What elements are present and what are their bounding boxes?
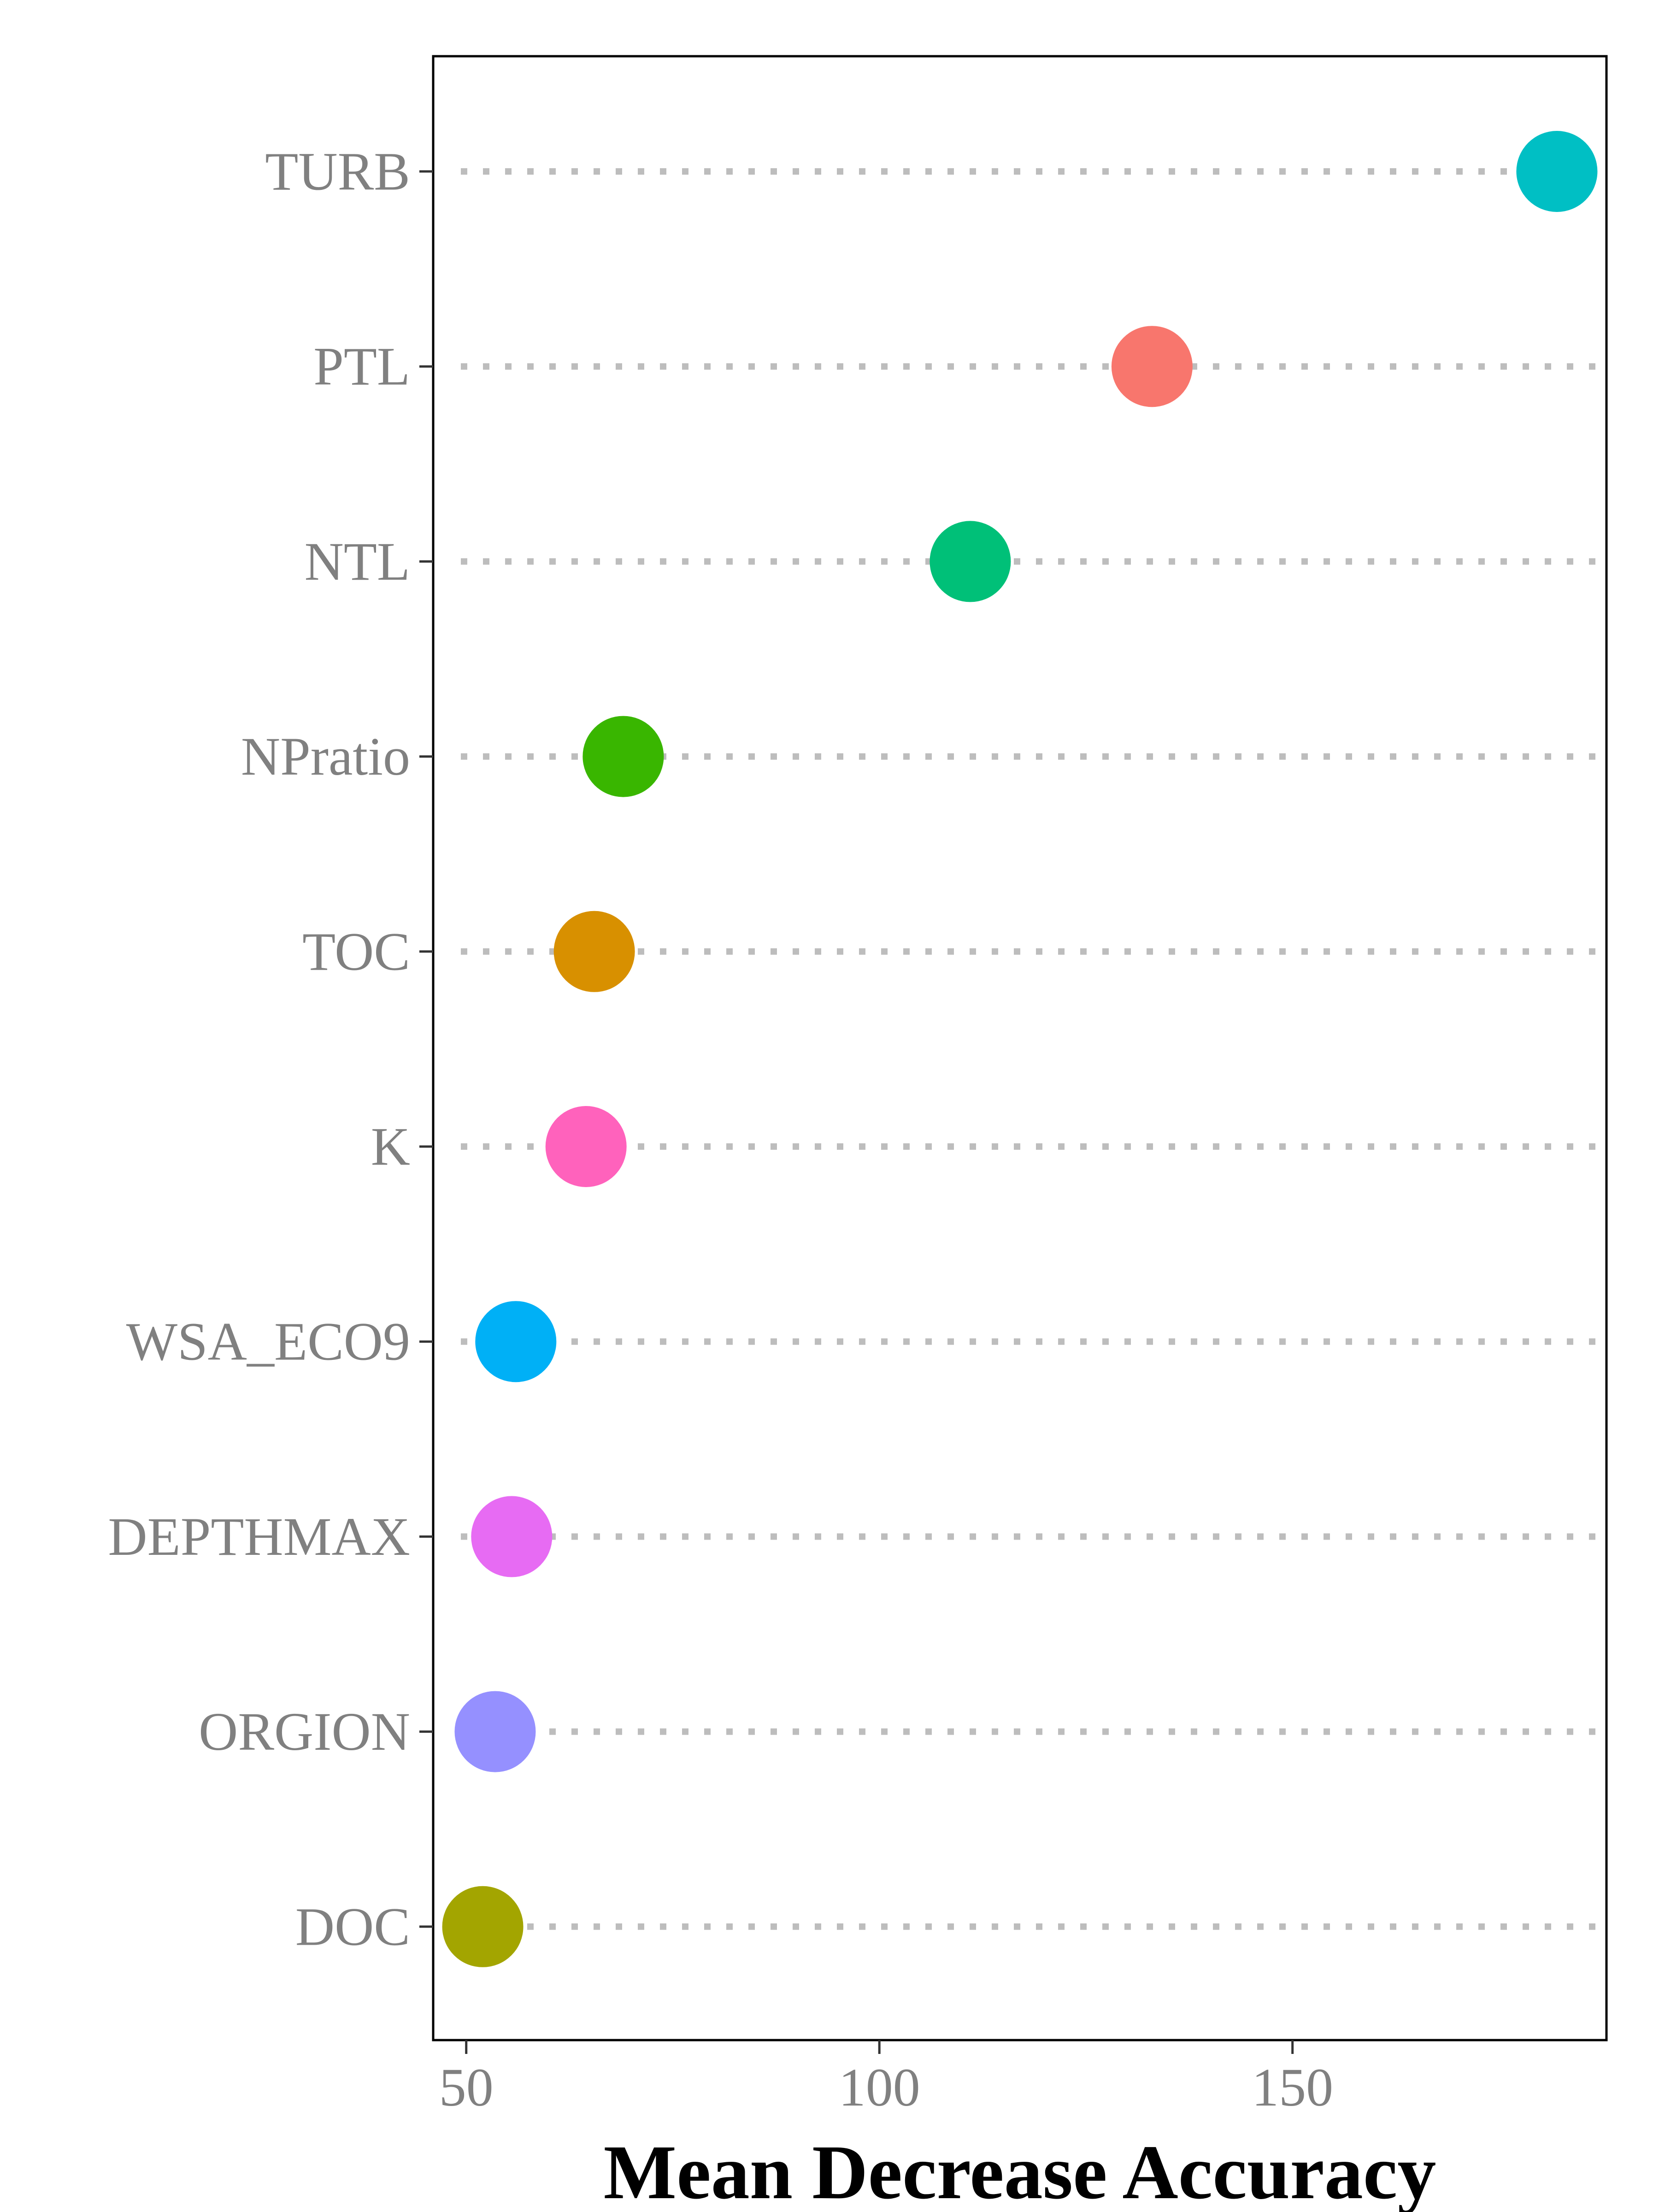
x-axis-labels: 50 100 150 xyxy=(439,2057,1333,2118)
y-tick-label: ORGION xyxy=(199,1701,410,1762)
x-axis-title: Mean Decrease Accuracy xyxy=(604,2130,1436,2212)
data-point xyxy=(475,1301,557,1382)
data-point xyxy=(545,1106,627,1187)
data-point xyxy=(471,1496,553,1577)
data-point xyxy=(1516,131,1598,212)
data-point xyxy=(553,911,635,992)
axis-ticks xyxy=(419,170,1294,2054)
y-tick-label: TURB xyxy=(265,141,410,202)
x-tick-label: 150 xyxy=(1252,2057,1333,2118)
data-point xyxy=(442,1886,524,1967)
x-tick-label: 100 xyxy=(839,2057,920,2118)
y-axis-labels: TURB PTL NTL NPratio TOC K WSA_ECO9 DEPTHMAX ORG… xyxy=(108,141,410,1957)
y-tick-label: PTL xyxy=(313,336,410,397)
plot-panel xyxy=(432,55,1608,2041)
y-tick-label: K xyxy=(371,1117,410,1177)
y-tick-label: DEPTHMAX xyxy=(108,1506,410,1567)
y-tick-label: NTL xyxy=(305,531,410,592)
y-tick-label: TOC xyxy=(302,921,410,982)
data-point xyxy=(1111,326,1193,407)
y-tick-label: DOC xyxy=(295,1896,410,1957)
y-tick-label: WSA_ECO9 xyxy=(126,1312,410,1372)
guide-lines xyxy=(461,168,1603,1930)
data-point xyxy=(930,521,1011,602)
y-tick-label: NPratio xyxy=(241,726,410,787)
data-points xyxy=(442,131,1598,1967)
data-point xyxy=(582,716,664,797)
data-point xyxy=(454,1691,536,1772)
x-tick-label: 50 xyxy=(439,2057,494,2118)
